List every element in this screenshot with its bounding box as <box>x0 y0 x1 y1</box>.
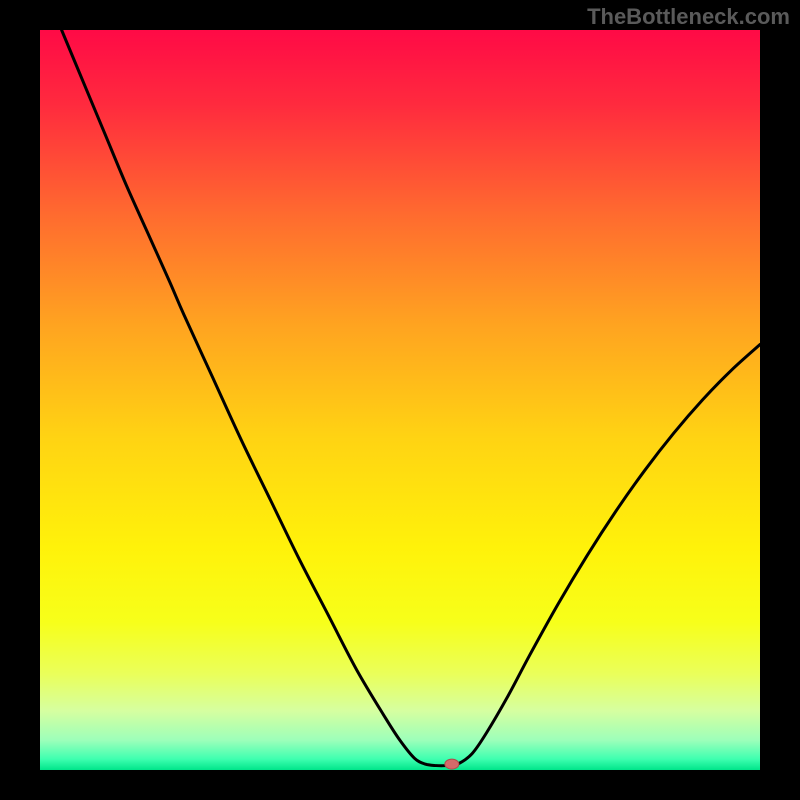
chart-container: TheBottleneck.com <box>0 0 800 800</box>
watermark-text: TheBottleneck.com <box>587 4 790 30</box>
optimal-point-marker <box>445 759 459 769</box>
plot-gradient <box>40 30 760 770</box>
bottleneck-curve-chart <box>0 0 800 800</box>
